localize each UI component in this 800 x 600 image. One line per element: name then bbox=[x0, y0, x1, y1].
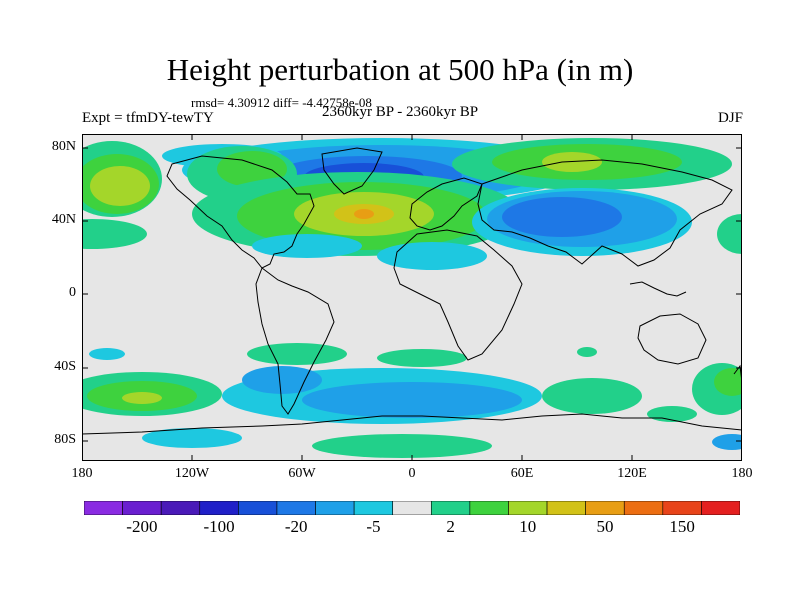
colorbar-swatch bbox=[430, 501, 471, 515]
coastline-europe bbox=[409, 177, 483, 231]
contour-region bbox=[714, 368, 742, 396]
coastline-africa bbox=[393, 229, 523, 361]
lon-ticks bbox=[191, 134, 633, 461]
contour-region bbox=[354, 209, 374, 219]
lat-label-40n: 40N bbox=[51, 212, 76, 227]
lon-label-60e: 60E bbox=[510, 466, 534, 481]
colorbar-swatch bbox=[508, 501, 548, 515]
experiment-label: Expt = tfmDY-tewTY bbox=[82, 110, 214, 126]
coastline-antarctica bbox=[82, 413, 742, 435]
colorbar-swatch bbox=[662, 501, 702, 515]
contour-region bbox=[577, 347, 597, 357]
plot-title: Height perturbation at 500 hPa (in m) bbox=[166, 52, 634, 87]
colorbar-swatch bbox=[353, 501, 394, 515]
colorbar-swatch bbox=[276, 501, 316, 515]
coastline-australia bbox=[637, 313, 707, 365]
stats-subtitle: rmsd= 4.30912 diff= -4.42758e-08 bbox=[191, 95, 372, 110]
lat-label-40s: 40S bbox=[54, 359, 76, 374]
contour-region bbox=[377, 349, 467, 367]
contour-region bbox=[502, 197, 622, 237]
coastline-north-america bbox=[166, 155, 315, 269]
coastline-south-america bbox=[255, 267, 335, 415]
colorbar-swatch bbox=[469, 501, 509, 515]
lon-label-120e: 120E bbox=[617, 466, 647, 481]
lon-label-60w: 60W bbox=[288, 466, 316, 481]
colorbar-swatch bbox=[392, 501, 432, 515]
colorbar-swatch bbox=[160, 501, 201, 515]
contour-region bbox=[89, 348, 125, 360]
contour-region bbox=[82, 219, 147, 249]
contour-region bbox=[302, 382, 522, 418]
contour-region bbox=[122, 392, 162, 404]
colorbar-label: -5 bbox=[366, 517, 381, 536]
lat-label-80n: 80N bbox=[51, 139, 76, 154]
colorbar-swatch bbox=[122, 501, 162, 515]
contour-region bbox=[252, 234, 362, 258]
contour-region bbox=[377, 242, 487, 270]
lon-label-120w: 120W bbox=[174, 466, 210, 481]
lon-label-0: 0 bbox=[408, 466, 416, 481]
colorbar-label: 2 bbox=[446, 517, 455, 536]
contour-region bbox=[217, 151, 287, 187]
colorbar-label: -20 bbox=[284, 517, 308, 536]
colorbar-swatch bbox=[623, 501, 664, 515]
map-panel bbox=[82, 134, 742, 461]
season-label: DJF bbox=[717, 110, 743, 126]
colorbar-label: -200 bbox=[126, 517, 158, 536]
contour-region bbox=[312, 434, 492, 458]
coastline-indonesia bbox=[629, 281, 687, 297]
contour-region bbox=[142, 428, 242, 448]
lon-label-180w: 180 bbox=[71, 466, 93, 481]
contour-region bbox=[90, 166, 150, 206]
colorbar-swatch bbox=[585, 501, 625, 515]
lat-ticks bbox=[82, 147, 742, 442]
colorbar-label: 50 bbox=[596, 517, 614, 536]
colorbar-swatch bbox=[546, 501, 586, 515]
contour-region bbox=[542, 378, 642, 414]
coastline-asia bbox=[477, 159, 733, 267]
lon-label-180e: 180 bbox=[731, 466, 753, 481]
coastline-greenland bbox=[321, 147, 383, 195]
period-label: 2360kyr BP - 2360kyr BP bbox=[322, 104, 479, 120]
colorbar bbox=[84, 501, 740, 515]
contour-region bbox=[712, 434, 742, 450]
colorbar-label: 150 bbox=[669, 517, 695, 536]
colorbar-swatch bbox=[238, 501, 278, 515]
colorbar-swatch bbox=[701, 501, 740, 515]
colorbar-swatch bbox=[315, 501, 355, 515]
lat-label-0: 0 bbox=[69, 285, 76, 300]
lat-label-80s: 80S bbox=[54, 432, 76, 447]
coastlines bbox=[82, 147, 742, 435]
colorbar-swatch bbox=[199, 501, 239, 515]
colorbar-swatch bbox=[84, 501, 123, 515]
contour-region bbox=[717, 214, 742, 254]
colorbar-label: -100 bbox=[203, 517, 235, 536]
contour-region bbox=[247, 343, 347, 365]
colorbar-label: 10 bbox=[519, 517, 537, 536]
